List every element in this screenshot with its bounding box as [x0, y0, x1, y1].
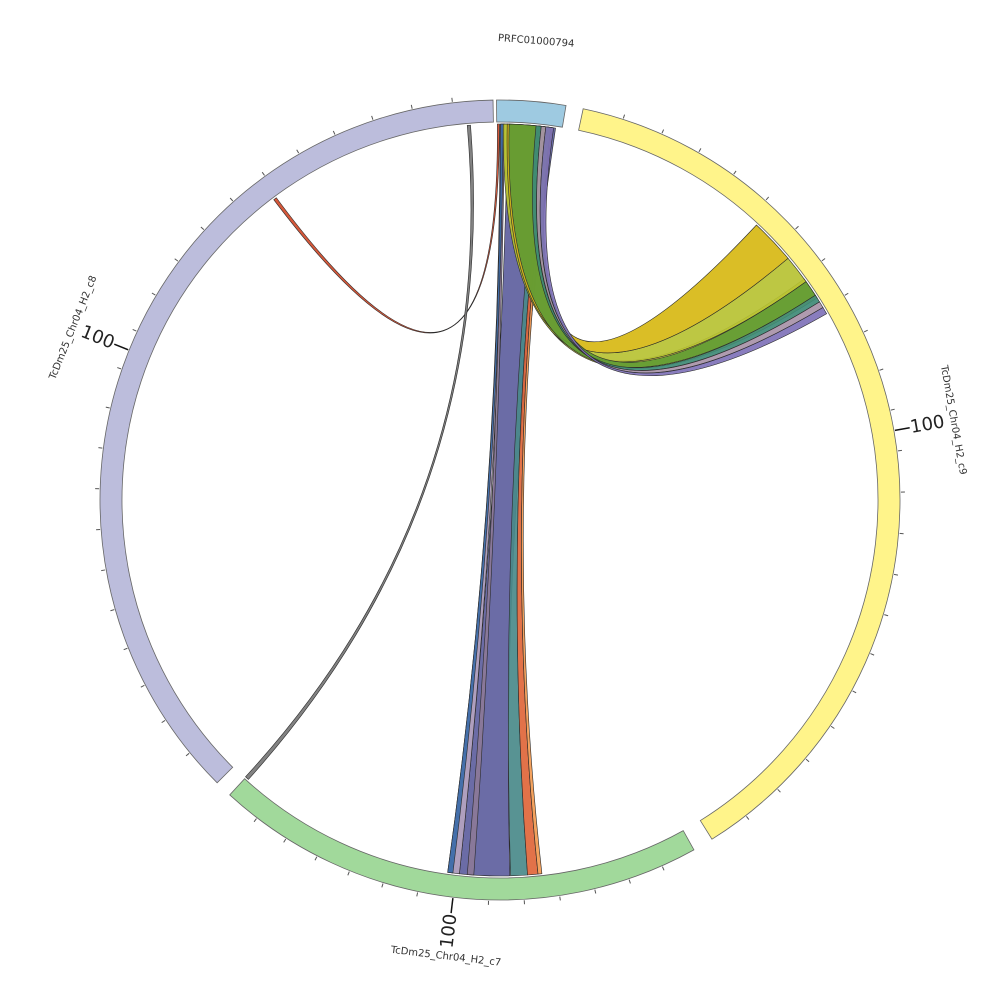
tick-left-14	[174, 258, 179, 262]
tick-bottom-1	[661, 866, 665, 871]
tick-bottom-12	[283, 838, 287, 843]
tick-left-9	[98, 447, 103, 449]
tick-bottom-11	[314, 856, 318, 861]
tick-left-10	[105, 406, 110, 409]
ideogram-segments	[95, 97, 910, 914]
tick-left-17	[261, 171, 265, 176]
link-ribbon-15	[245, 124, 474, 780]
tick-bottom-4	[559, 896, 561, 901]
tick-left-11	[117, 367, 122, 370]
tick-left-20	[371, 115, 374, 120]
tick-right-8	[844, 292, 849, 296]
tick-right-5	[765, 196, 770, 201]
tick-right-10	[879, 368, 884, 371]
segment-top	[496, 99, 567, 128]
tick-right-9	[863, 329, 868, 333]
tick-bottom-13	[253, 818, 257, 823]
tick-label-right: 100	[909, 411, 946, 438]
tick-left-19	[332, 130, 336, 135]
tick-left-15	[200, 226, 205, 231]
tick-bottom-9	[381, 883, 384, 888]
tick-left-5	[110, 609, 115, 612]
tick-bottom-3	[594, 889, 597, 894]
major-tick-left	[114, 343, 129, 351]
tick-right-11	[890, 408, 895, 411]
tick-right-4	[733, 170, 737, 175]
tick-left-12	[132, 328, 137, 332]
tick-right-1	[622, 114, 626, 119]
tick-bottom-2	[628, 879, 631, 884]
tick-left-21	[410, 104, 413, 109]
tick-right-20	[805, 758, 810, 763]
tick-left-16	[229, 197, 234, 202]
tick-right-19	[830, 725, 835, 729]
tick-bottom-10	[347, 871, 350, 876]
major-tick-bottom	[450, 898, 454, 914]
segment-left	[99, 99, 494, 784]
tick-right-18	[852, 690, 857, 694]
link-ribbon-6	[447, 123, 504, 874]
label-top: PRFC01000794	[497, 33, 574, 50]
link-ribbon-14	[273, 123, 500, 334]
tick-right-2	[661, 129, 665, 134]
tick-left-2	[161, 720, 166, 724]
tick-left-13	[151, 292, 156, 296]
tick-left-18	[296, 149, 300, 154]
tick-right-16	[884, 614, 889, 617]
tick-right-21	[777, 788, 781, 793]
tick-right-17	[870, 653, 875, 656]
tick-left-3	[140, 684, 145, 688]
tick-right-15	[893, 573, 899, 576]
tick-right-3	[698, 148, 702, 153]
tick-label-bottom: 100	[437, 913, 462, 950]
segment-bottom	[229, 778, 695, 901]
tick-bottom-8	[416, 892, 419, 897]
ribbon-links	[245, 123, 828, 877]
link-ribbon-13	[539, 126, 828, 376]
tick-left-4	[123, 647, 128, 651]
major-tick-right	[894, 427, 910, 432]
tick-right-7	[821, 258, 826, 262]
tick-left-6	[101, 569, 106, 572]
tick-right-22	[746, 816, 750, 820]
segment-right	[578, 108, 901, 840]
tick-label-left: 100	[78, 321, 118, 353]
tick-left-1	[185, 752, 190, 757]
tick-right-6	[795, 225, 799, 230]
